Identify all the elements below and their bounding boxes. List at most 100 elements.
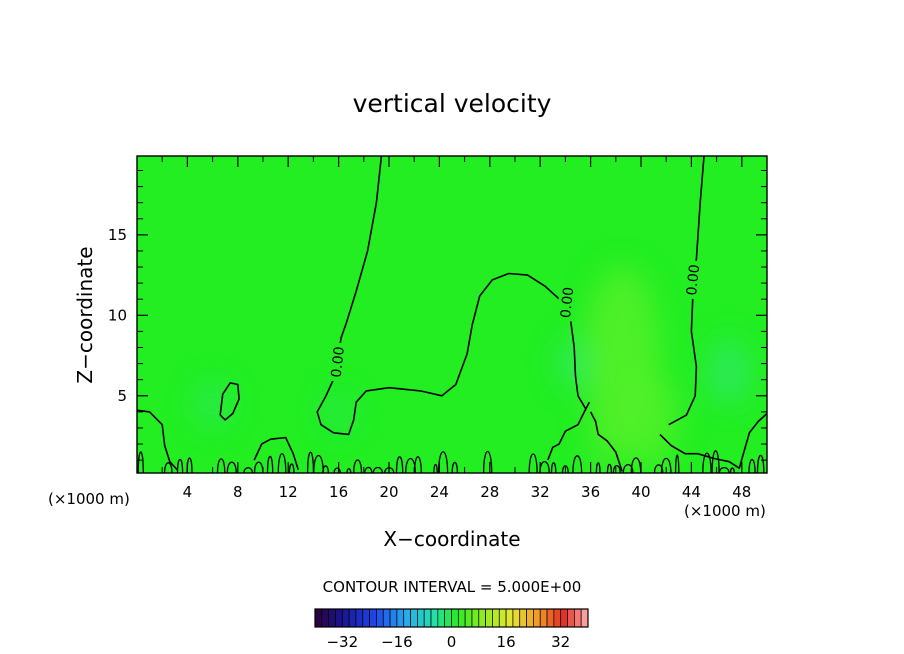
colorbar-swatch [567,608,575,628]
colorbar-swatch [376,608,384,628]
surface-cell-contour-41 [711,450,720,473]
x-tick-labels: 4 8 12 16 20 24 28 32 36 40 44 48 [183,483,752,501]
contour-label-0: 0.00 [329,346,348,379]
colorbar-swatch [417,608,425,628]
surface-cell-contour-34 [612,465,621,473]
surface-cell-contour-30 [561,465,569,473]
surface-cell-contour-43 [729,467,735,473]
x-tick-label-10: 44 [682,483,701,501]
colorbar-swatch [464,608,473,628]
surface-cell-contour-6 [243,467,254,473]
x-tick-label-9: 40 [631,483,650,501]
contour-label-bg-1 [558,283,575,322]
colorbar-swatch [471,608,480,628]
x-tick-label-6: 28 [480,483,499,501]
colorbar-swatch [355,608,364,628]
contour-label-bg-0 [329,342,346,381]
surface-cell-contour-20 [395,456,404,473]
surface-cell-contour-45 [756,454,765,473]
colorbar-frame [314,608,589,628]
surface-cell-contour-33 [606,463,613,473]
contour-label-1: 0.00 [558,286,577,319]
surface-cell-contour-13 [322,465,330,473]
y-tick-label-1: 10 [108,306,127,324]
contour-interval-text: CONTOUR INTERVAL = 5.000E+00 [323,578,582,596]
colorbar-swatch [410,608,418,628]
colorbar-swatch [314,608,323,628]
colorbar-swatch [478,608,486,628]
colorbar-swatch [362,608,370,628]
colorbar-swatch [437,608,446,628]
colorbar-swatch [457,608,466,628]
zero-contour-4 [253,436,300,471]
colorbar-swatch [580,608,589,628]
colorbar-label-1: −16 [381,633,413,651]
surface-cell-contour-35 [622,463,634,473]
field-tint-1 [615,371,679,469]
colorbar-swatch [389,608,398,628]
colorbar-swatch [560,608,568,628]
colorbar-swatch [519,608,527,628]
field-tint-3 [709,339,750,404]
surface-cell-contour-29 [550,462,557,473]
surface-cell-contour-1 [163,462,173,473]
zero-contour-3 [219,382,240,421]
x-unit-right: (×1000 m) [684,502,766,520]
colorbar [314,608,589,628]
surface-cell-contour-10 [288,463,295,473]
surface-cell-contour-9 [277,453,287,473]
colorbar-label-3: 16 [497,633,516,651]
x-tick-label-4: 20 [379,483,398,501]
surface-cell-contour-2 [176,458,184,473]
axis-ticks [137,156,767,473]
surface-cell-contour-18 [372,466,384,473]
surface-cell-contour-0 [137,451,144,473]
colorbar-swatch [526,608,534,628]
surface-cell-contour-23 [433,463,438,473]
surface-cell-contour-31 [572,455,583,473]
surface-cell-contour-25 [451,461,459,473]
x-tick-label-1: 8 [233,483,243,501]
y-tick-labels: 5 10 15 [108,226,127,405]
zero-contour-5 [547,401,591,461]
x-unit-left: (×1000 m) [48,490,130,508]
contour-label-2: 0.00 [684,264,703,297]
colorbar-swatch [505,608,514,628]
colorbar-labels: −32 −16 0 16 32 [326,633,570,651]
colorbar-swatch [485,608,493,628]
colorbar-swatch [348,608,357,628]
surface-cell-contour-15 [346,468,352,473]
surface-cell-contour-32 [595,462,601,473]
surface-cell-contour-40 [702,452,712,473]
surface-cell-contour-14 [333,467,341,473]
colorbar-swatch [444,608,452,628]
colorbar-swatch [403,608,411,628]
x-tick-label-3: 16 [329,483,348,501]
colorbar-swatch [546,608,555,628]
colorbar-swatch [321,608,330,628]
x-tick-label-2: 12 [279,483,298,501]
velocity-field-tints [194,267,750,472]
zero-contour-2 [137,409,178,471]
colorbar-swatch [498,608,507,628]
colorbar-swatch [533,608,541,628]
colorbar-label-4: 32 [551,633,570,651]
colorbar-swatch [335,608,343,628]
colorbar-swatch [553,608,562,628]
field-tint-5 [194,381,231,427]
surface-cell-contour-44 [748,458,756,473]
surface-cell-contour-4 [216,458,226,473]
contour-labels: 0.00 0.00 0.00 [329,260,703,381]
y-tick-label-0: 5 [117,387,127,405]
surface-cell-contour-37 [653,464,664,473]
contour-label-bg-2 [684,260,701,299]
colorbar-swatch [451,608,459,628]
y-tick-label-2: 15 [108,226,127,244]
surface-cell-contour-8 [266,455,274,473]
colorbar-swatch [423,608,432,628]
surface-cell-contour-5 [226,461,237,473]
x-tick-label-11: 48 [732,483,751,501]
x-axis-label: X−coordinate [383,527,520,551]
surface-cell-contour-16 [353,459,363,473]
